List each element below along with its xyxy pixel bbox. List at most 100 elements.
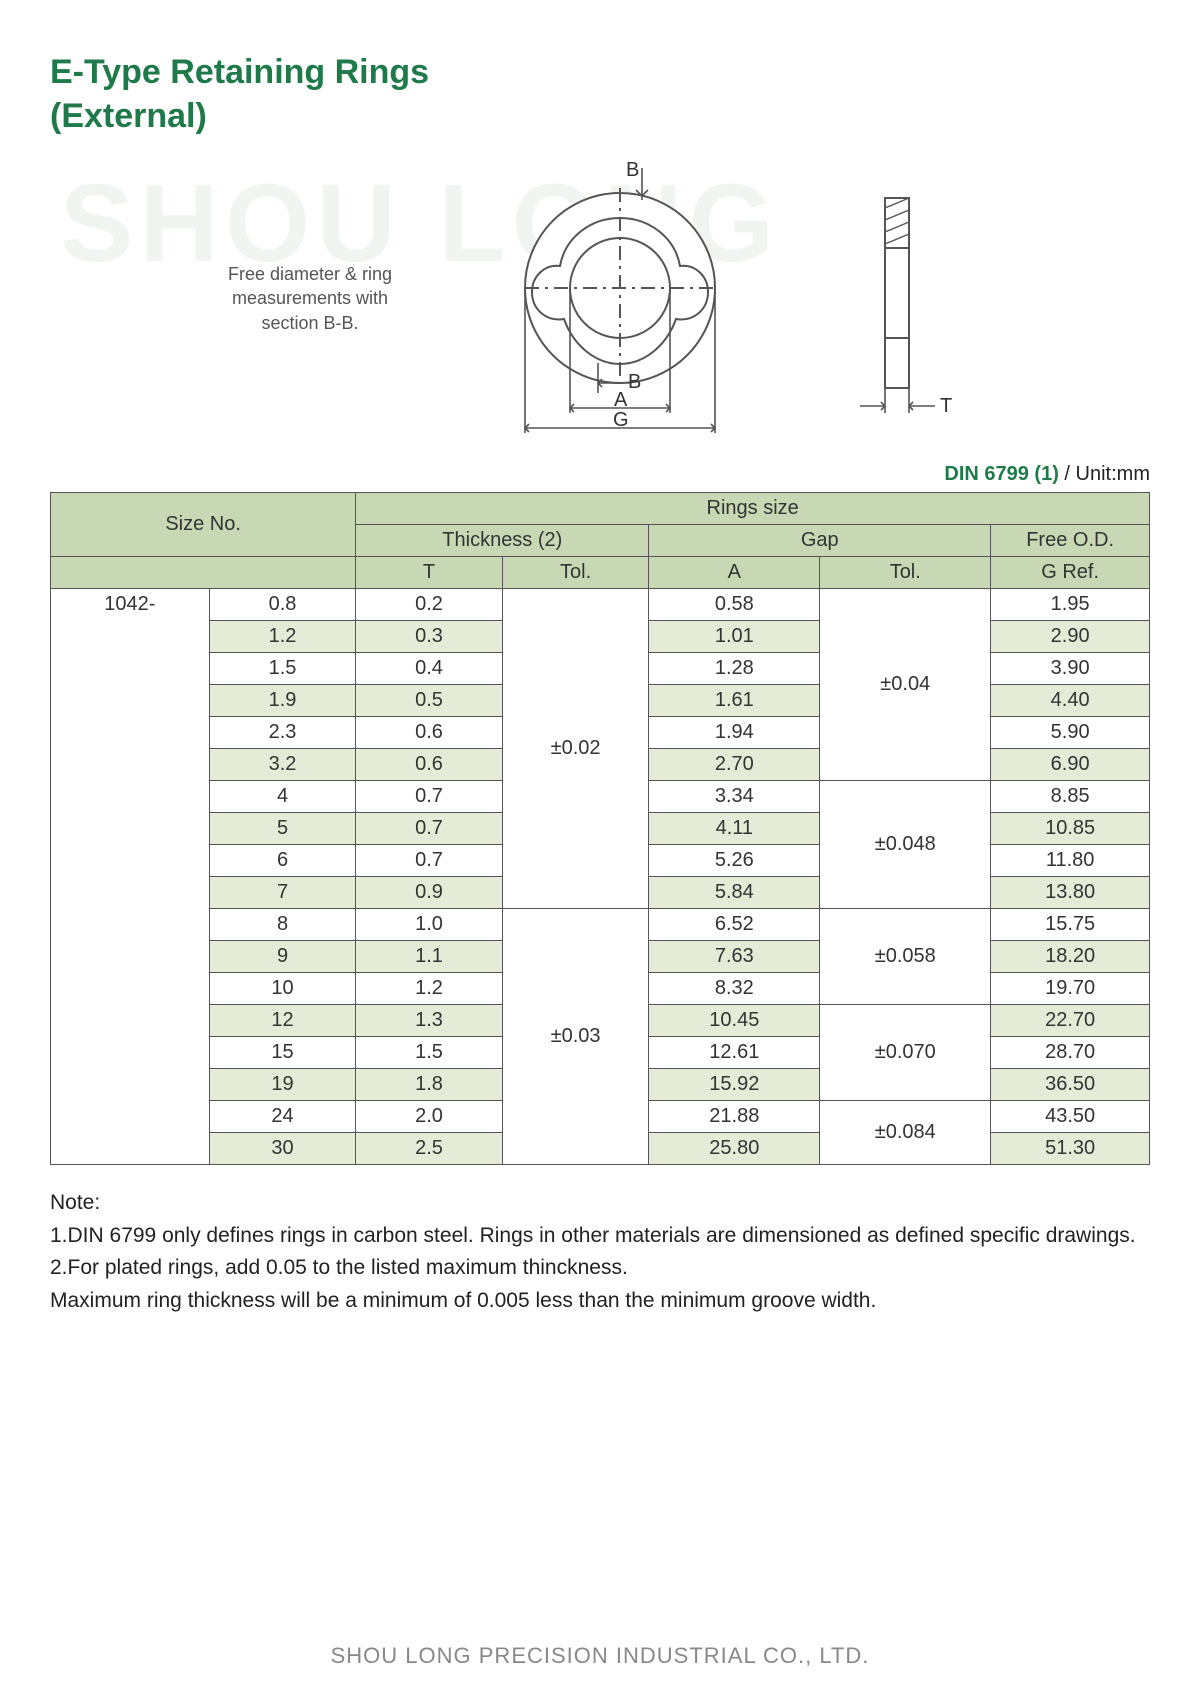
cell-size: 2.3 <box>209 717 356 749</box>
series-prefix: 1042- <box>51 589 210 1165</box>
cell-T: 0.9 <box>356 877 503 909</box>
cell-tol-A: ±0.084 <box>820 1101 991 1165</box>
diagram-row: Free diameter & ring measurements with s… <box>50 158 1150 438</box>
notes-line-2: 2.For plated rings, add 0.05 to the list… <box>50 1252 1150 1285</box>
cell-T: 1.5 <box>356 1037 503 1069</box>
notes-line-1: 1.DIN 6799 only defines rings in carbon … <box>50 1220 1150 1253</box>
cell-size: 5 <box>209 813 356 845</box>
cell-A: 0.58 <box>649 589 820 621</box>
cell-T: 1.0 <box>356 909 503 941</box>
cell-G: 5.90 <box>991 717 1150 749</box>
cell-T: 1.1 <box>356 941 503 973</box>
cell-tol-A: ±0.058 <box>820 909 991 1005</box>
ering-front-diagram: B B A G <box>470 158 770 438</box>
cell-A: 5.84 <box>649 877 820 909</box>
cell-T: 0.6 <box>356 749 503 781</box>
notes-heading: Note: <box>50 1187 1150 1220</box>
hdr-rings-size: Rings size <box>356 493 1150 525</box>
hdr-G: G Ref. <box>991 557 1150 589</box>
cell-G: 3.90 <box>991 653 1150 685</box>
cell-G: 6.90 <box>991 749 1150 781</box>
hdr-thickness: Thickness (2) <box>356 525 649 557</box>
title-line-2: (External) <box>50 97 207 135</box>
cell-size: 0.8 <box>209 589 356 621</box>
footer-company: SHOU LONG PRECISION INDUSTRIAL CO., LTD. <box>0 1643 1200 1669</box>
unit-label: / Unit:mm <box>1059 463 1150 485</box>
hdr-gap: Gap <box>649 525 991 557</box>
cell-G: 4.40 <box>991 685 1150 717</box>
cell-A: 1.28 <box>649 653 820 685</box>
cell-G: 10.85 <box>991 813 1150 845</box>
cell-A: 8.32 <box>649 973 820 1005</box>
cell-G: 2.90 <box>991 621 1150 653</box>
title-line-1: E-Type Retaining Rings <box>50 53 429 91</box>
cell-size: 24 <box>209 1101 356 1133</box>
cell-A: 5.26 <box>649 845 820 877</box>
cell-T: 1.3 <box>356 1005 503 1037</box>
cell-G: 1.95 <box>991 589 1150 621</box>
cell-A: 10.45 <box>649 1005 820 1037</box>
spec-standard-line: DIN 6799 (1) / Unit:mm <box>50 463 1150 486</box>
cell-G: 51.30 <box>991 1133 1150 1165</box>
label-T: T <box>940 395 952 417</box>
hdr-blank <box>51 557 356 589</box>
cell-A: 1.01 <box>649 621 820 653</box>
cell-size: 8 <box>209 909 356 941</box>
hdr-Tol1: Tol. <box>502 557 649 589</box>
cell-A: 4.11 <box>649 813 820 845</box>
cell-A: 25.80 <box>649 1133 820 1165</box>
ering-section-diagram: T <box>840 178 990 438</box>
cell-A: 6.52 <box>649 909 820 941</box>
cell-size: 19 <box>209 1069 356 1101</box>
label-B-bot: B <box>628 371 641 393</box>
cell-A: 2.70 <box>649 749 820 781</box>
cell-tol-A: ±0.070 <box>820 1005 991 1101</box>
cell-G: 13.80 <box>991 877 1150 909</box>
cell-size: 12 <box>209 1005 356 1037</box>
cell-A: 12.61 <box>649 1037 820 1069</box>
page-title: E-Type Retaining Rings (External) <box>50 50 1150 138</box>
cell-A: 15.92 <box>649 1069 820 1101</box>
cell-tol-A: ±0.04 <box>820 589 991 781</box>
cell-tol-T: ±0.02 <box>502 589 649 909</box>
cell-G: 15.75 <box>991 909 1150 941</box>
cell-A: 7.63 <box>649 941 820 973</box>
cell-G: 11.80 <box>991 845 1150 877</box>
cell-G: 43.50 <box>991 1101 1150 1133</box>
notes-line-3: Maximum ring thickness will be a minimum… <box>50 1285 1150 1318</box>
cell-size: 1.5 <box>209 653 356 685</box>
cell-size: 3.2 <box>209 749 356 781</box>
cell-T: 1.8 <box>356 1069 503 1101</box>
cell-G: 18.20 <box>991 941 1150 973</box>
cell-T: 0.4 <box>356 653 503 685</box>
cell-A: 21.88 <box>649 1101 820 1133</box>
cell-A: 3.34 <box>649 781 820 813</box>
cell-T: 2.0 <box>356 1101 503 1133</box>
spec-table: Size No. Rings size Thickness (2) Gap Fr… <box>50 492 1150 1165</box>
cell-size: 1.9 <box>209 685 356 717</box>
cell-size: 1.2 <box>209 621 356 653</box>
diagram-caption: Free diameter & ring measurements with s… <box>210 262 410 335</box>
din-standard: DIN 6799 (1) <box>944 463 1059 485</box>
cell-size: 4 <box>209 781 356 813</box>
cell-tol-T: ±0.03 <box>502 909 649 1165</box>
hdr-free-od: Free O.D. <box>991 525 1150 557</box>
cell-T: 0.7 <box>356 813 503 845</box>
cell-G: 28.70 <box>991 1037 1150 1069</box>
label-G: G <box>613 409 629 431</box>
cell-size: 7 <box>209 877 356 909</box>
cell-T: 0.7 <box>356 845 503 877</box>
cell-A: 1.61 <box>649 685 820 717</box>
cell-G: 8.85 <box>991 781 1150 813</box>
cell-T: 2.5 <box>356 1133 503 1165</box>
cell-A: 1.94 <box>649 717 820 749</box>
cell-T: 0.6 <box>356 717 503 749</box>
cell-tol-A: ±0.048 <box>820 781 991 909</box>
cell-G: 22.70 <box>991 1005 1150 1037</box>
cell-T: 0.2 <box>356 589 503 621</box>
cell-G: 36.50 <box>991 1069 1150 1101</box>
hdr-Tol2: Tol. <box>820 557 991 589</box>
cell-T: 0.5 <box>356 685 503 717</box>
hdr-A: A <box>649 557 820 589</box>
label-A: A <box>614 389 628 411</box>
